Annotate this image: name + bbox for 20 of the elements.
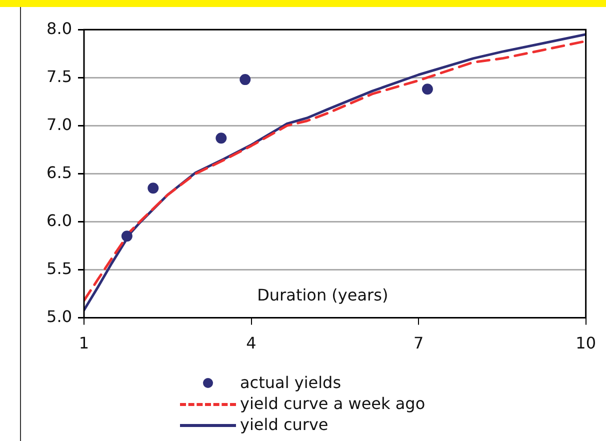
x-tick-label: 4 <box>246 334 256 353</box>
y-tick-label: 6.5 <box>46 162 72 182</box>
y-tick-label: 7.0 <box>46 114 72 134</box>
legend-label: actual yields <box>240 372 342 393</box>
y-tick-label: 5.5 <box>46 258 72 278</box>
x-axis-title: Duration (years) <box>257 285 388 304</box>
y-tick-label: 7.5 <box>46 66 72 86</box>
y-tick-label: 6.0 <box>46 210 72 230</box>
y-tick-label: 5.0 <box>46 306 72 326</box>
point <box>240 74 251 86</box>
point <box>216 132 227 144</box>
x-tick-label: 7 <box>413 334 424 353</box>
x-tick-label: 10 <box>576 334 596 353</box>
point <box>121 230 132 242</box>
x-tick-label: 1 <box>78 334 90 353</box>
legend-label: yield curve <box>240 414 328 435</box>
y-tick-label: 8.0 <box>46 18 72 38</box>
point <box>148 182 159 194</box>
point <box>422 84 433 95</box>
legend-label: yield curve a week ago <box>240 393 426 414</box>
